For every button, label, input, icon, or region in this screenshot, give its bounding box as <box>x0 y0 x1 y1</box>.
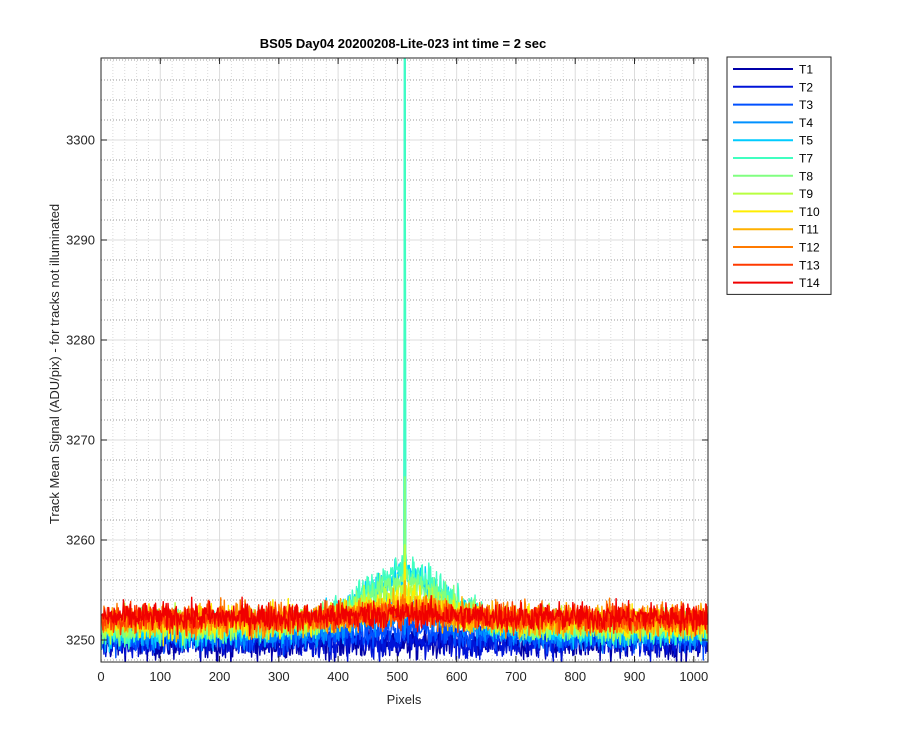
legend-label: T1 <box>799 63 813 77</box>
x-axis-label: Pixels <box>387 692 422 707</box>
legend-label: T11 <box>799 223 819 237</box>
y-axis-label: Track Mean Signal (ADU/pix) - for tracks… <box>47 204 62 524</box>
legend-label: T8 <box>799 169 813 183</box>
x-tick-label: 600 <box>446 669 468 684</box>
legend-label: T13 <box>799 258 820 272</box>
plot-frame <box>100 57 709 663</box>
legend-label: T5 <box>799 134 813 148</box>
x-tick-label: 400 <box>327 669 349 684</box>
y-tick-label: 3270 <box>66 433 95 448</box>
axis-ticks <box>100 58 708 662</box>
x-tick-label: 300 <box>268 669 290 684</box>
series-line-t14 <box>101 594 708 637</box>
y-tick-label: 3290 <box>66 233 95 248</box>
legend-label: T14 <box>799 276 820 290</box>
legend-label: T9 <box>799 187 813 201</box>
y-tick-labels: 3250 3260 3270 3280 3290 3300 <box>66 133 95 648</box>
x-tick-label: 500 <box>387 669 409 684</box>
legend-label: T2 <box>799 80 813 94</box>
legend-label: T3 <box>799 98 813 112</box>
x-tick-label: 900 <box>624 669 646 684</box>
x-tick-labels: 0 100 200 300 400 500 600 700 800 900 1000 <box>97 669 708 684</box>
x-tick-label: 700 <box>505 669 527 684</box>
legend: T1 T2 T3 T4 T5 T7 T8 T9 T10 T11 T12 T13 T14 <box>726 56 832 295</box>
x-tick-label: 1000 <box>679 669 708 684</box>
y-tick-label: 3280 <box>66 333 95 348</box>
series-lines <box>101 58 708 662</box>
chart-title: BS05 Day04 20200208-Lite-023 int time = … <box>260 36 547 51</box>
y-tick-label: 3260 <box>66 533 95 548</box>
legend-label: T4 <box>799 116 813 130</box>
x-tick-label: 100 <box>149 669 171 684</box>
legend-label: T10 <box>799 205 820 219</box>
x-tick-label: 0 <box>97 669 104 684</box>
legend-label: T12 <box>799 241 820 255</box>
y-tick-label: 3250 <box>66 633 95 648</box>
plot-area <box>100 57 709 663</box>
x-tick-label: 800 <box>564 669 586 684</box>
legend-label: T7 <box>799 152 813 166</box>
y-tick-label: 3300 <box>66 133 95 148</box>
x-tick-label: 200 <box>209 669 231 684</box>
